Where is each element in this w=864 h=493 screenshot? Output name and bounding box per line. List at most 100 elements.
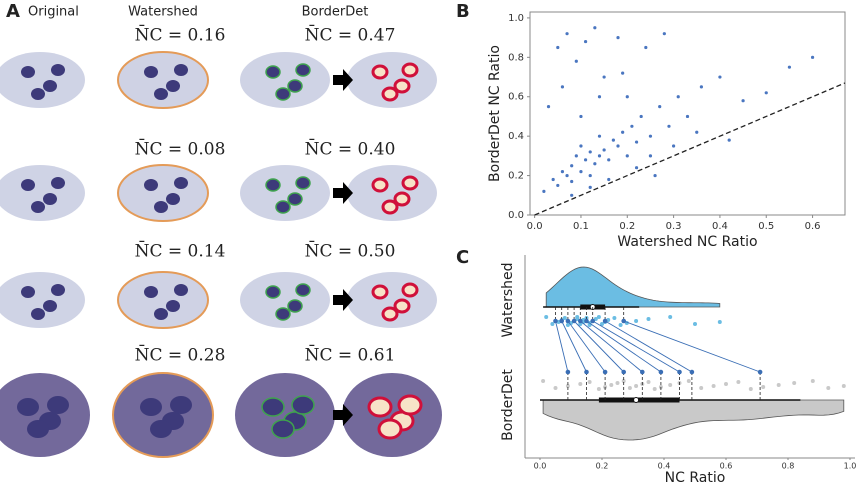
violin	[542, 399, 845, 441]
pair-link	[604, 320, 693, 373]
box-median	[633, 397, 640, 403]
point	[810, 55, 815, 59]
cytoplasm	[235, 373, 335, 457]
nucleus	[401, 175, 419, 191]
plot-frame	[529, 11, 846, 216]
point	[597, 154, 602, 158]
pair-point	[757, 369, 763, 375]
x-tick-label: 0.0	[527, 221, 543, 232]
strip-point	[627, 386, 632, 390]
point	[616, 36, 620, 40]
nucleus	[170, 396, 192, 414]
cytoplasm	[0, 165, 85, 221]
strip-point	[634, 384, 639, 388]
nucleus	[287, 79, 303, 93]
strip-point	[578, 382, 583, 386]
point	[560, 170, 565, 174]
nc-label: N̄C = 0.61	[305, 343, 396, 365]
nucleus	[31, 201, 45, 213]
nucleus	[381, 86, 399, 102]
strip-point	[544, 315, 549, 319]
point	[648, 134, 653, 138]
strip-point	[841, 384, 846, 388]
cytoplasm	[0, 52, 85, 108]
x-tick-label: 0.0	[534, 462, 547, 471]
nc-label: N̄C = 0.47	[305, 23, 396, 45]
strip-point	[541, 379, 546, 383]
x-tick-label: 0.6	[720, 462, 733, 471]
pair-point	[689, 369, 695, 375]
nucleus	[21, 66, 35, 78]
pair-link	[561, 320, 587, 373]
nucleus	[393, 78, 411, 94]
point	[588, 150, 592, 154]
point	[630, 124, 634, 128]
nucleus	[140, 398, 162, 416]
strip-point	[553, 386, 558, 390]
nucleus	[275, 307, 291, 321]
nucleus	[174, 177, 188, 189]
nc-label: N̄C = 0.40	[305, 137, 396, 159]
x-tick-label: 0.2	[596, 462, 609, 471]
nucleus	[371, 177, 389, 193]
y-tick-label: 0.8	[508, 52, 524, 63]
nucleus	[401, 282, 419, 298]
nucleus	[21, 286, 35, 298]
point	[653, 173, 657, 178]
cytoplasm	[0, 272, 85, 328]
strip-point	[711, 384, 716, 388]
point	[672, 144, 676, 148]
nucleus	[144, 286, 158, 298]
nucleus	[154, 308, 168, 320]
arrow	[333, 289, 353, 311]
y-axis-label: BorderDet NC Ratio	[487, 45, 503, 182]
identity-line	[534, 82, 846, 216]
pair-point	[565, 318, 571, 324]
strip-point	[686, 379, 691, 383]
pair-link	[573, 320, 625, 373]
x-tick-label: 0.4	[658, 462, 671, 471]
nc-label: N̄C = 0.50	[305, 239, 396, 261]
strip-point	[621, 379, 626, 383]
nucleus	[287, 299, 303, 313]
point	[593, 162, 597, 166]
arrow	[333, 404, 353, 426]
strip-point	[562, 316, 567, 320]
panel-label: C	[456, 247, 469, 268]
point	[611, 138, 615, 142]
nucleus	[371, 284, 389, 300]
nucleus	[265, 178, 281, 192]
pair-point	[621, 318, 626, 324]
strip-point	[565, 384, 570, 388]
pair-point	[621, 369, 626, 375]
nucleus	[27, 420, 49, 438]
point	[658, 105, 662, 109]
strip-point	[609, 383, 614, 387]
point	[574, 154, 578, 158]
nucleus	[275, 87, 291, 101]
point	[625, 154, 629, 158]
x-tick-label: 0.2	[619, 221, 635, 232]
pair-point	[553, 318, 558, 324]
nucleus	[166, 300, 180, 312]
point	[565, 173, 569, 178]
panel-label: B	[456, 1, 470, 22]
pair-point	[584, 318, 589, 324]
point	[634, 166, 639, 170]
nucleus	[17, 398, 39, 416]
point	[644, 45, 648, 50]
nucleus	[381, 306, 399, 322]
pair-link	[580, 320, 643, 373]
nucleus	[47, 396, 69, 414]
point	[579, 114, 583, 119]
nucleus	[295, 63, 311, 77]
point	[695, 130, 699, 134]
point	[551, 177, 555, 182]
point	[667, 124, 671, 128]
nc-label: N̄C = 0.14	[135, 239, 226, 261]
x-tick-label: 0.8	[782, 462, 795, 471]
arrow	[333, 182, 353, 204]
pair-link	[592, 320, 680, 373]
point	[676, 95, 680, 99]
